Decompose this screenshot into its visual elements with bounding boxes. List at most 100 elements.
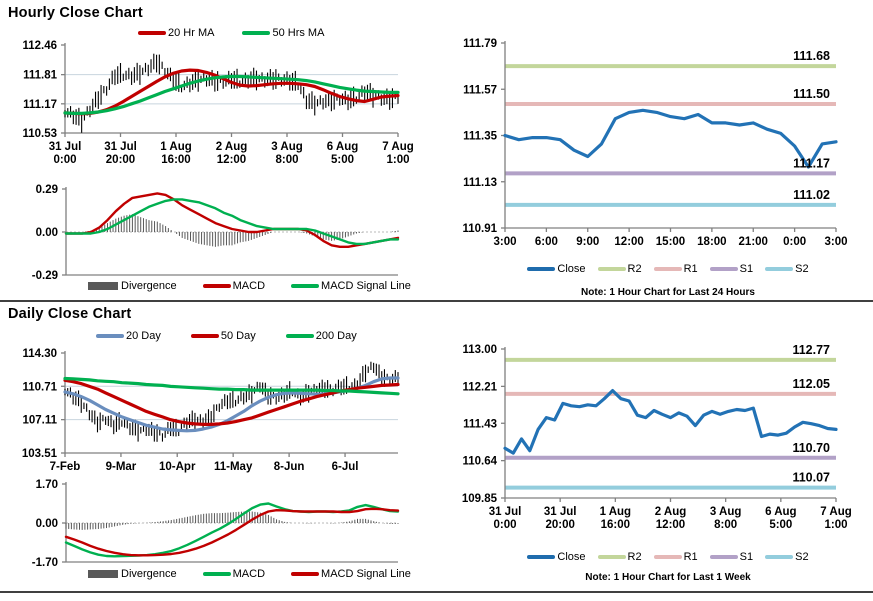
- svg-text:6 Aug: 6 Aug: [327, 141, 359, 153]
- svg-text:31 Jul: 31 Jul: [489, 506, 522, 518]
- legend-item-50-hrs-ma: 50 Hrs MA: [242, 27, 324, 39]
- svg-text:8:00: 8:00: [714, 519, 737, 531]
- svg-text:-1.70: -1.70: [32, 557, 58, 569]
- svg-text:7 Aug: 7 Aug: [382, 141, 414, 153]
- svg-text:110.07: 110.07: [792, 471, 830, 485]
- svg-text:3 Aug: 3 Aug: [271, 141, 303, 153]
- legend-item-macd: MACD: [202, 568, 266, 580]
- legend-label: Close: [557, 263, 586, 275]
- legend-label: S2: [795, 551, 809, 563]
- svg-text:6 Aug: 6 Aug: [765, 506, 797, 518]
- legend-label: R2: [627, 263, 642, 275]
- hourly-section-title: Hourly Close Chart: [8, 5, 143, 21]
- svg-text:110.53: 110.53: [22, 128, 57, 140]
- legend-label: 20 Hr MA: [168, 27, 215, 39]
- legend-swatch: [653, 267, 682, 271]
- svg-text:1 Aug: 1 Aug: [160, 141, 192, 153]
- svg-text:6:00: 6:00: [535, 236, 558, 248]
- svg-text:5:00: 5:00: [769, 519, 792, 531]
- svg-text:1:00: 1:00: [386, 154, 409, 166]
- daily-ma-legend: 20 Day 50 Day 200 Day: [96, 330, 357, 342]
- svg-text:3 Aug: 3 Aug: [710, 506, 742, 518]
- legend-item-macd: MACD: [202, 280, 265, 292]
- legend-item-r2: R2: [597, 551, 642, 563]
- svg-text:111.13: 111.13: [463, 177, 497, 189]
- legend-label: Close: [557, 551, 586, 563]
- svg-text:111.43: 111.43: [463, 418, 497, 430]
- daily-macd-legend: Divergence MACD MACD Signal Line: [88, 568, 411, 580]
- svg-text:20:00: 20:00: [545, 519, 574, 531]
- legend-item-close: Close: [527, 263, 586, 275]
- svg-text:112.05: 112.05: [792, 377, 830, 391]
- legend-swatch: [96, 334, 124, 338]
- svg-text:3:00: 3:00: [493, 236, 516, 248]
- svg-text:112.21: 112.21: [462, 381, 497, 393]
- svg-text:111.02: 111.02: [793, 188, 830, 202]
- hourly-sr-note: Note: 1 Hour Chart for Last 24 Hours: [581, 287, 755, 298]
- legend-label: S1: [739, 551, 754, 563]
- svg-text:111.17: 111.17: [793, 156, 830, 170]
- svg-text:0.29: 0.29: [36, 184, 58, 196]
- legend-label: Divergence: [121, 568, 177, 580]
- svg-text:107.11: 107.11: [22, 415, 57, 427]
- svg-text:8-Jun: 8-Jun: [274, 461, 305, 473]
- legend-item-macd-signal-line: MACD Signal Line: [291, 568, 411, 580]
- svg-text:8:00: 8:00: [275, 154, 298, 166]
- legend-swatch: [653, 555, 682, 559]
- legend-swatch: [138, 31, 166, 35]
- svg-text:7-Feb: 7-Feb: [50, 461, 81, 473]
- svg-text:0:00: 0:00: [53, 154, 76, 166]
- svg-text:111.17: 111.17: [23, 99, 57, 111]
- svg-text:110.91: 110.91: [462, 223, 497, 235]
- legend-label: 50 Hrs MA: [272, 27, 325, 39]
- svg-text:16:00: 16:00: [161, 154, 190, 166]
- svg-text:31 Jul: 31 Jul: [49, 141, 82, 153]
- svg-text:-0.29: -0.29: [32, 270, 58, 282]
- legend-item-r2: R2: [597, 263, 642, 275]
- legend-item-20-day: 20 Day: [96, 330, 161, 342]
- legend-label: MACD Signal Line: [321, 280, 411, 292]
- legend-label: R1: [683, 551, 698, 563]
- svg-text:1.70: 1.70: [36, 479, 58, 491]
- svg-text:0:00: 0:00: [493, 519, 516, 531]
- svg-text:113.00: 113.00: [462, 344, 497, 356]
- legend-item-close: Close: [527, 551, 586, 563]
- svg-text:111.79: 111.79: [463, 38, 497, 50]
- svg-text:0.00: 0.00: [36, 518, 58, 530]
- daily-sr-legend: Close R2 R1 S1 S2: [492, 551, 844, 563]
- legend-item-s1: S1: [709, 263, 753, 275]
- svg-text:110.71: 110.71: [22, 381, 57, 393]
- svg-text:111.68: 111.68: [793, 49, 830, 63]
- svg-text:110.70: 110.70: [792, 441, 830, 455]
- svg-text:111.35: 111.35: [463, 131, 498, 143]
- legend-swatch: [291, 572, 320, 576]
- legend-item-s1: S1: [709, 551, 754, 563]
- svg-text:3:00: 3:00: [824, 236, 847, 248]
- legend-swatch: [88, 282, 118, 290]
- legend-swatch: [765, 267, 794, 271]
- hourly-ma-legend: 20 Hr MA 50 Hrs MA: [138, 27, 324, 39]
- svg-text:15:00: 15:00: [656, 236, 685, 248]
- legend-item-divergence: Divergence: [88, 568, 177, 580]
- legend-swatch: [285, 334, 314, 338]
- legend-label: 200 Day: [315, 330, 357, 342]
- hourly-sr-legend: Close R2 R1 S1 S2: [492, 263, 844, 275]
- svg-text:109.85: 109.85: [462, 493, 498, 505]
- svg-text:9-Mar: 9-Mar: [106, 461, 137, 473]
- legend-swatch: [291, 284, 320, 288]
- legend-swatch: [202, 284, 231, 288]
- svg-text:114.30: 114.30: [22, 348, 57, 360]
- svg-text:111.81: 111.81: [23, 70, 58, 82]
- svg-text:21:00: 21:00: [739, 236, 768, 248]
- legend-label: MACD: [232, 568, 266, 580]
- svg-text:20:00: 20:00: [106, 154, 135, 166]
- svg-text:2 Aug: 2 Aug: [216, 141, 248, 153]
- legend-swatch: [709, 267, 738, 271]
- svg-text:103.51: 103.51: [22, 448, 58, 460]
- legend-swatch: [88, 570, 118, 578]
- svg-text:16:00: 16:00: [601, 519, 630, 531]
- legend-item-s2: S2: [765, 263, 809, 275]
- svg-text:111.50: 111.50: [793, 87, 830, 101]
- svg-text:0.00: 0.00: [36, 227, 58, 239]
